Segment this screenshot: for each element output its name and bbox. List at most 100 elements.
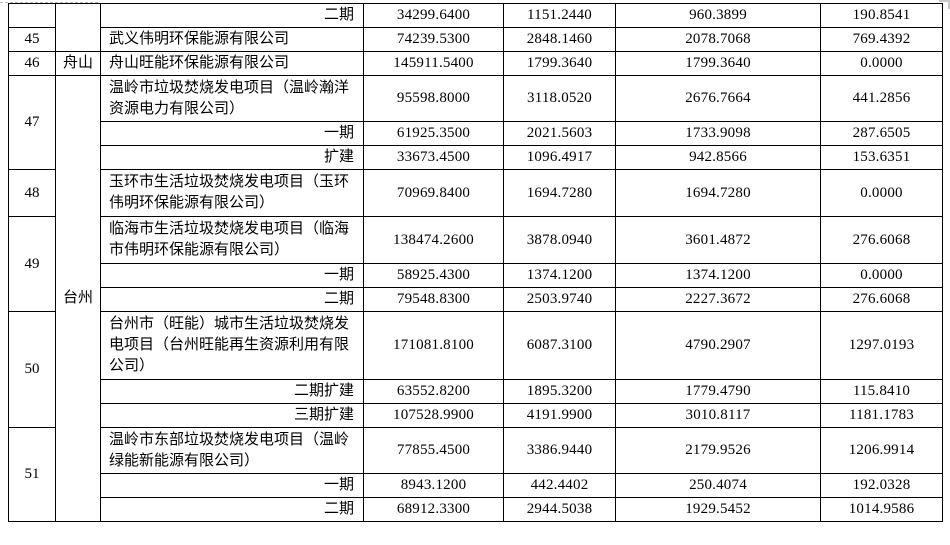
value-cell: 1733.9098 (615, 121, 821, 146)
value-cell: 34299.6400 (363, 3, 504, 28)
value-cell: 153.6351 (820, 145, 943, 170)
value-cell: 1694.7280 (503, 169, 616, 217)
value-cell: 0.0000 (820, 51, 943, 76)
value-cell: 2179.9526 (615, 427, 821, 474)
row-number-cell: 45 (8, 27, 56, 52)
value-cell: 2021.5603 (503, 121, 616, 146)
value-cell: 276.6068 (820, 287, 943, 312)
value-cell: 2078.7068 (615, 27, 821, 52)
phase-cell: 三期扩建 (100, 403, 364, 428)
value-cell: 3386.9440 (503, 427, 616, 474)
value-cell: 769.4392 (820, 27, 943, 52)
value-cell: 1014.9586 (820, 497, 943, 522)
project-name-cell: 临海市生活垃圾焚烧发电项目（临海市伟明环保能源有限公司） (100, 216, 364, 264)
phase-cell: 扩建 (100, 145, 364, 170)
page-margin-mark (0, 2, 98, 3)
value-cell: 68912.3300 (363, 497, 504, 522)
phase-cell: 一期 (100, 473, 364, 498)
value-cell: 2944.5038 (503, 497, 616, 522)
value-cell: 942.8566 (615, 145, 821, 170)
value-cell: 6087.3100 (503, 311, 616, 380)
value-cell: 287.6505 (820, 121, 943, 146)
project-name-cell: 武义伟明环保能源有限公司 (100, 27, 364, 52)
table-row: 48 玉环市生活垃圾焚烧发电项目（玉环伟明环保能源有限公司） 70969.840… (8, 169, 943, 217)
value-cell: 3010.8117 (615, 403, 821, 428)
row-number-cell: 49 (8, 216, 56, 312)
city-cell-taizhou: 台州 (55, 75, 101, 522)
value-cell: 276.6068 (820, 216, 943, 264)
value-cell: 79548.8300 (363, 287, 504, 312)
table-row: 扩建 33673.4500 1096.4917 942.8566 153.635… (9, 145, 943, 170)
value-cell: 1799.3640 (615, 51, 821, 76)
value-cell: 107528.9900 (363, 403, 504, 428)
value-cell: 250.4074 (615, 473, 821, 498)
phase-cell: 二期 (100, 287, 364, 312)
value-cell: 1779.4790 (615, 379, 821, 404)
table-row: 三期扩建 107528.9900 4191.9900 3010.8117 118… (9, 403, 943, 428)
phase-cell: 二期 (100, 3, 364, 28)
value-cell: 4191.9900 (503, 403, 616, 428)
value-cell: 58925.4300 (363, 263, 504, 288)
table-row: 二期 79548.8300 2503.9740 2227.3672 276.60… (9, 287, 943, 312)
power-plant-data-table: 二期 34299.6400 1151.2440 960.3899 190.854… (8, 3, 943, 522)
value-cell: 74239.5300 (363, 27, 504, 52)
table-row: 二期扩建 63552.8200 1895.3200 1779.4790 115.… (9, 379, 943, 404)
value-cell: 441.2856 (820, 75, 943, 122)
table-row: 50 台州市（旺能）城市生活垃圾焚烧发电项目（台州旺能再生资源利用有限公司） 1… (8, 311, 943, 428)
value-cell: 95598.8000 (363, 75, 504, 122)
table-row: 49 临海市生活垃圾焚烧发电项目（临海市伟明环保能源有限公司） 138474.2… (8, 216, 943, 312)
table-row: 一期 61925.3500 2021.5603 1733.9098 287.65… (9, 121, 943, 146)
project-name-cell: 舟山旺能环保能源有限公司 (100, 51, 364, 76)
project-name-cell: 玉环市生活垃圾焚烧发电项目（玉环伟明环保能源有限公司） (100, 169, 364, 217)
value-cell: 70969.8400 (363, 169, 504, 217)
value-cell: 1799.3640 (503, 51, 616, 76)
row-number-cell: 48 (8, 169, 56, 217)
value-cell: 1929.5452 (615, 497, 821, 522)
value-cell: 1096.4917 (503, 145, 616, 170)
table-row: 一期 58925.4300 1374.1200 1374.1200 0.0000 (9, 263, 943, 288)
row-number-cell: 50 (8, 311, 56, 428)
value-cell: 1297.0193 (820, 311, 943, 380)
value-cell: 33673.4500 (363, 145, 504, 170)
value-cell: 960.3899 (615, 3, 821, 28)
value-cell: 0.0000 (820, 263, 943, 288)
value-cell: 2503.9740 (503, 287, 616, 312)
value-cell: 1151.2440 (503, 3, 616, 28)
phase-cell: 一期 (100, 121, 364, 146)
value-cell: 145911.5400 (363, 51, 504, 76)
phase-cell: 二期 (100, 497, 364, 522)
page-corner-mark (939, 0, 950, 9)
city-cell-zhoushan: 舟山 (55, 51, 101, 76)
value-cell: 2676.7664 (615, 75, 821, 122)
row-number-cell: 47 (8, 75, 56, 170)
value-cell: 1181.1783 (820, 403, 943, 428)
value-cell: 190.8541 (820, 3, 943, 28)
table-row: 一期 8943.1200 442.4402 250.4074 192.0328 (9, 473, 943, 498)
value-cell: 0.0000 (820, 169, 943, 217)
value-cell: 1206.9914 (820, 427, 943, 474)
value-cell: 3118.0520 (503, 75, 616, 122)
table-row: 51 温岭市东部垃圾焚烧发电项目（温岭绿能新能源有限公司） 77855.4500… (8, 427, 943, 522)
project-name-cell: 温岭市垃圾焚烧发电项目（温岭瀚洋资源电力有限公司） (100, 75, 364, 122)
table-row: 45 武义伟明环保能源有限公司 74239.5300 2848.1460 207… (8, 27, 943, 52)
row-number-cell: 51 (8, 427, 56, 522)
table-row: 47 台州 温岭市垃圾焚烧发电项目（温岭瀚洋资源电力有限公司） 95598.80… (8, 75, 943, 522)
value-cell: 8943.1200 (363, 473, 504, 498)
value-cell: 1374.1200 (503, 263, 616, 288)
value-cell: 3878.0940 (503, 216, 616, 264)
project-name-cell: 温岭市东部垃圾焚烧发电项目（温岭绿能新能源有限公司） (100, 427, 364, 474)
phase-cell: 二期扩建 (100, 379, 364, 404)
phase-cell: 一期 (100, 263, 364, 288)
value-cell: 61925.3500 (363, 121, 504, 146)
value-cell: 192.0328 (820, 473, 943, 498)
value-cell: 2227.3672 (615, 287, 821, 312)
table-row: 二期 68912.3300 2944.5038 1929.5452 1014.9… (9, 497, 943, 522)
value-cell: 1374.1200 (615, 263, 821, 288)
city-cell-empty (55, 3, 101, 52)
value-cell: 63552.8200 (363, 379, 504, 404)
value-cell: 1895.3200 (503, 379, 616, 404)
value-cell: 115.8410 (820, 379, 943, 404)
value-cell: 4790.2907 (615, 311, 821, 380)
value-cell: 77855.4500 (363, 427, 504, 474)
